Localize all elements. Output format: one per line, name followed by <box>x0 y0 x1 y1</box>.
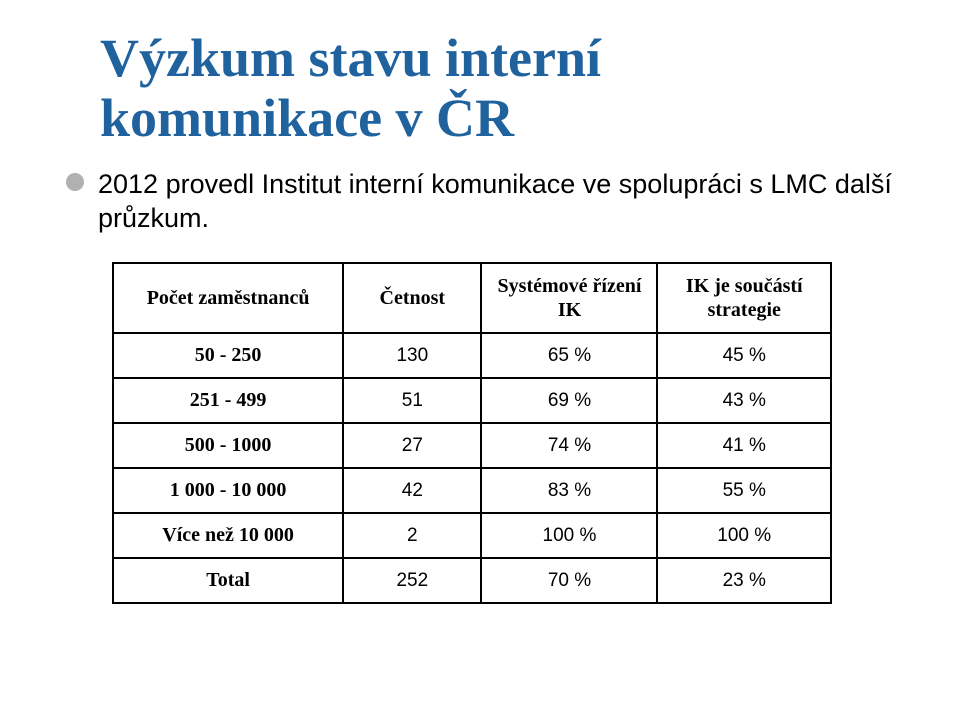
slide: Výzkum stavu interní komunikace v ČR 201… <box>0 0 960 720</box>
title-line-1: Výzkum stavu interní <box>100 28 601 88</box>
cell: 252 <box>343 558 481 603</box>
row-label: Více než 10 000 <box>113 513 343 558</box>
cell: 2 <box>343 513 481 558</box>
cell: 27 <box>343 423 481 468</box>
cell: 23 % <box>657 558 831 603</box>
row-label: 251 - 499 <box>113 378 343 423</box>
col-header-count: Četnost <box>343 263 481 333</box>
bullet-item: 2012 provedl Institut interní komunikace… <box>66 167 900 236</box>
cell: 83 % <box>481 468 657 513</box>
bullet-icon <box>66 173 84 191</box>
cell: 130 <box>343 333 481 378</box>
cell: 41 % <box>657 423 831 468</box>
table-row: 251 - 499 51 69 % 43 % <box>113 378 831 423</box>
col-header-systematic: Systémové řízení IK <box>481 263 657 333</box>
cell: 74 % <box>481 423 657 468</box>
table-row: 500 - 1000 27 74 % 41 % <box>113 423 831 468</box>
cell: 65 % <box>481 333 657 378</box>
row-label: Total <box>113 558 343 603</box>
row-label: 1 000 - 10 000 <box>113 468 343 513</box>
cell: 43 % <box>657 378 831 423</box>
cell: 70 % <box>481 558 657 603</box>
table-header-row: Počet zaměstnanců Četnost Systémové říze… <box>113 263 831 333</box>
cell: 69 % <box>481 378 657 423</box>
data-table: Počet zaměstnanců Četnost Systémové říze… <box>112 262 832 604</box>
table-row: 50 - 250 130 65 % 45 % <box>113 333 831 378</box>
table-row: Více než 10 000 2 100 % 100 % <box>113 513 831 558</box>
cell: 100 % <box>657 513 831 558</box>
title-line-2: komunikace v ČR <box>100 88 514 148</box>
cell: 42 <box>343 468 481 513</box>
table-row: Total 252 70 % 23 % <box>113 558 831 603</box>
bullet-text: 2012 provedl Institut interní komunikace… <box>98 167 900 236</box>
row-label: 500 - 1000 <box>113 423 343 468</box>
cell: 51 <box>343 378 481 423</box>
col-header-employees: Počet zaměstnanců <box>113 263 343 333</box>
cell: 45 % <box>657 333 831 378</box>
col-header-strategy: IK je součástí strategie <box>657 263 831 333</box>
cell: 55 % <box>657 468 831 513</box>
table-row: 1 000 - 10 000 42 83 % 55 % <box>113 468 831 513</box>
cell: 100 % <box>481 513 657 558</box>
row-label: 50 - 250 <box>113 333 343 378</box>
page-title: Výzkum stavu interní komunikace v ČR <box>100 28 900 149</box>
